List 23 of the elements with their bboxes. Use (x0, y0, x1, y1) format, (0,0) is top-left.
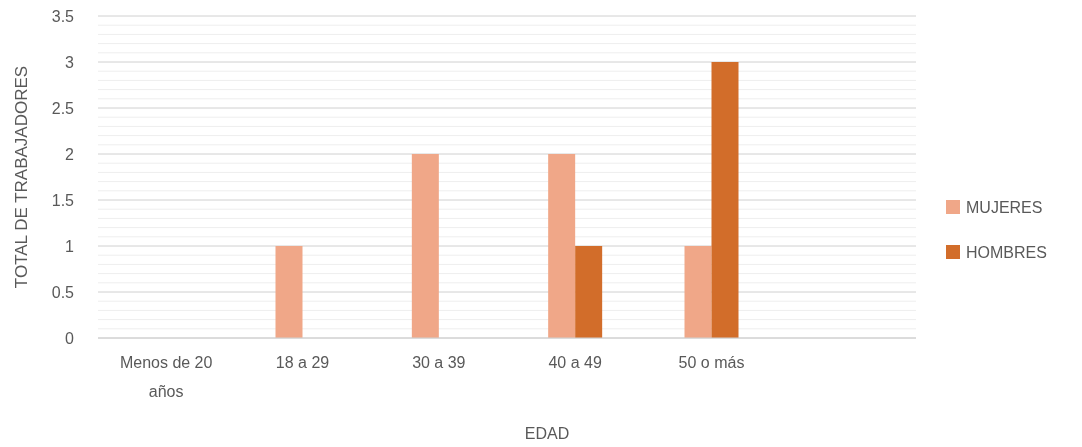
y-tick-label: 0.5 (51, 283, 75, 301)
x-tick-label: 40 a 49 (548, 354, 602, 371)
y-tick-label: 2 (65, 145, 75, 163)
y-tick-label: 1 (65, 237, 75, 255)
bar (275, 246, 303, 338)
y-tick-label: 0 (65, 329, 75, 347)
legend-label: MUJERES (966, 198, 1043, 216)
bar (411, 154, 439, 338)
y-tick-label: 1.5 (51, 191, 75, 209)
y-axis-title: TOTAL DE TRABAJADORES (12, 65, 31, 289)
x-tick-label: 50 o más (678, 354, 745, 371)
bar (711, 62, 739, 338)
bar (575, 246, 603, 338)
y-tick-label: 3 (65, 53, 75, 71)
x-axis-title: EDAD (524, 425, 570, 442)
bar (684, 246, 712, 338)
x-tick-label: 30 a 39 (412, 354, 466, 371)
legend-label: HOMBRES (966, 243, 1047, 261)
bar (548, 154, 576, 338)
x-tick-label: 18 a 29 (275, 354, 330, 371)
x-tick-label: Menos de 20 años (119, 354, 213, 400)
y-tick-label: 2.5 (51, 99, 75, 117)
y-tick-label: 3.5 (51, 7, 75, 25)
